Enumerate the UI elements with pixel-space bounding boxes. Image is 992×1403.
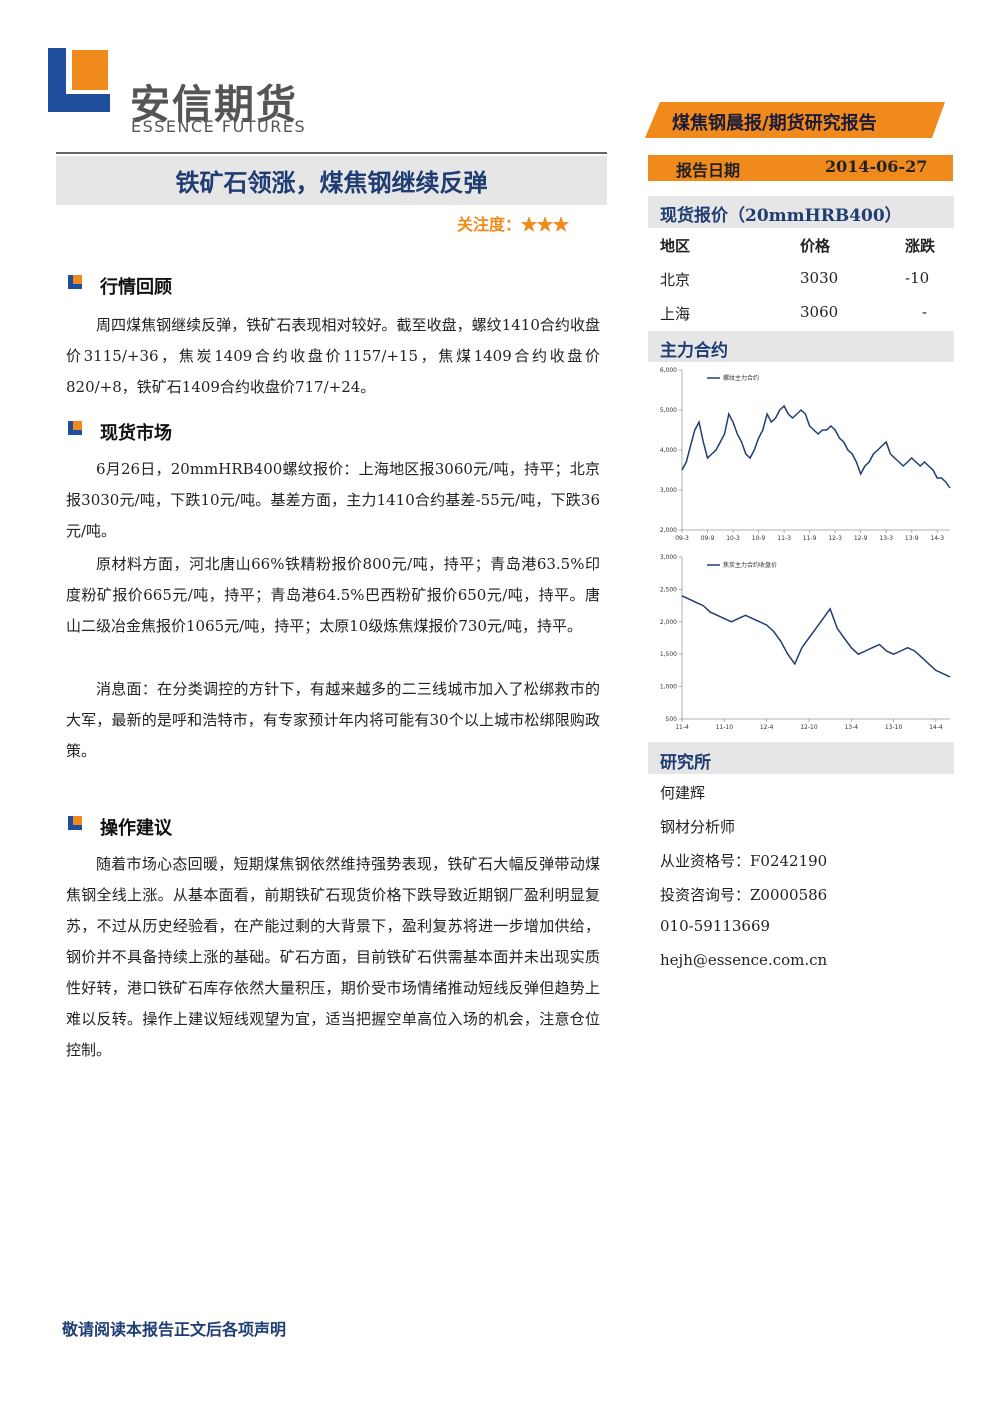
spot-heading: 现货报价（20mmHRB400）	[660, 206, 902, 226]
table-cell: -10	[905, 269, 930, 287]
table-header: 地区	[660, 237, 691, 255]
x-tick-label: 11-3	[777, 535, 791, 542]
y-tick-label: 1,000	[660, 684, 677, 691]
title: 铁矿石领涨，煤焦钢继续反弹	[175, 168, 488, 197]
research-line: 010-59113669	[660, 917, 771, 935]
y-tick-label: 5,000	[660, 407, 677, 414]
section-heading: 操作建议	[100, 818, 172, 839]
research-line: 投资咨询号：Z0000586	[660, 886, 828, 904]
y-tick-label: 2,000	[660, 527, 677, 534]
heading-icons	[68, 275, 82, 830]
date-bar	[648, 155, 953, 181]
y-tick-label: 3,000	[660, 487, 677, 494]
table-cell: -	[922, 303, 928, 321]
contract-heading: 主力合约	[660, 341, 728, 361]
research-line: 钢材分析师	[660, 818, 736, 836]
bar	[648, 742, 954, 774]
y-tick-label: 2,000	[660, 619, 677, 626]
y-tick-label: 1,500	[660, 651, 677, 658]
paragraph: 6月26日，20mmHRB400螺纹报价：上海地区报3060元/吨，持平；北京报…	[66, 460, 600, 540]
date-label: 报告日期	[676, 161, 741, 180]
table-cell: 上海	[660, 305, 691, 323]
line	[681, 595, 951, 678]
paragraph: 随着市场心态回暖，短期煤焦钢依然维持强势表现，铁矿石大幅反弹带动煤焦钢全线上涨。…	[66, 855, 600, 1059]
y-tick-label: 4,000	[660, 447, 677, 454]
charts: 2,000 3,000 4,000 5,000 6,000 09-3 09-9 10-3 10-…	[660, 367, 951, 731]
y-tick-label: 6,000	[660, 367, 677, 374]
footer: 敬请阅读本报告正文后各项声明	[62, 1320, 287, 1339]
research-line: hejh@essence.com.cn	[660, 951, 828, 969]
table-header: 涨跌	[905, 237, 936, 255]
table-header: 价格	[800, 237, 831, 255]
table-cell: 3030	[800, 269, 839, 287]
x-tick-label: 13-10	[885, 724, 903, 731]
y-tick-label: 2,500	[660, 586, 677, 593]
x-tick-label: 09-3	[675, 535, 689, 542]
x-tick-label: 12-9	[854, 535, 868, 542]
x-tick-label: 10-3	[726, 535, 740, 542]
logo-cn: 安信期货	[130, 81, 298, 128]
attention-label: 关注度：	[457, 215, 522, 234]
y-tick-label: 3,000	[660, 554, 677, 561]
bar	[648, 331, 954, 362]
x-tick-label: 12-4	[760, 724, 774, 731]
banner-bg	[645, 102, 945, 138]
paragraph: 消息面：在分类调控的方针下，有越来越多的二三线城市加入了松绑救市的大军，最新的是…	[66, 680, 600, 760]
x-tick-label: 13-9	[905, 535, 919, 542]
x-tick-label: 11-4	[675, 724, 689, 731]
x-tick-label: 12-10	[800, 724, 818, 731]
title-bg	[56, 156, 607, 205]
banner: 煤焦钢晨报/期货研究报告	[672, 113, 877, 134]
logo-mark	[72, 50, 108, 90]
section-heading: 现货市场	[100, 423, 172, 444]
x-tick-label: 13-4	[844, 724, 858, 731]
date: 2014-06-27	[825, 157, 928, 176]
x-tick-label: 14-4	[929, 724, 943, 731]
x-tick-label: 10-9	[752, 535, 766, 542]
table-cell: 3060	[800, 303, 839, 321]
table-cell: 北京	[660, 271, 691, 289]
legend-label: 焦炭主力合约收盘价	[723, 561, 777, 569]
x-tick-label: 11-9	[803, 535, 817, 542]
y-tick-label: 500	[666, 716, 678, 723]
paragraph: 原材料方面，河北唐山66%铁精粉报价800元/吨，持平；青岛港63.5%印度粉矿…	[66, 555, 600, 635]
attention: 关注度：★★★	[457, 211, 569, 235]
legend-label: 螺纹主力合约	[723, 374, 759, 382]
section-heading: 行情回顾	[100, 277, 172, 298]
paragraph: 周四煤焦钢继续反弹，铁矿石表现相对较好。截至收盘，螺纹1410合约收盘价3115…	[66, 316, 600, 396]
research-heading: 研究所	[660, 753, 711, 773]
logo-en: ESSENCE FUTURES	[131, 117, 307, 136]
x-tick-label: 11-10	[716, 724, 734, 731]
x-tick-label: 14-3	[930, 535, 944, 542]
x-tick-label: 12-3	[828, 535, 842, 542]
line	[681, 404, 951, 489]
research-line: 从业资格号：F0242190	[660, 852, 828, 870]
stars: ★★★	[521, 215, 570, 234]
x-tick-label: 09-9	[701, 535, 715, 542]
x-tick-label: 13-3	[879, 535, 893, 542]
research-line: 何建辉	[660, 784, 706, 802]
bar	[648, 196, 954, 228]
